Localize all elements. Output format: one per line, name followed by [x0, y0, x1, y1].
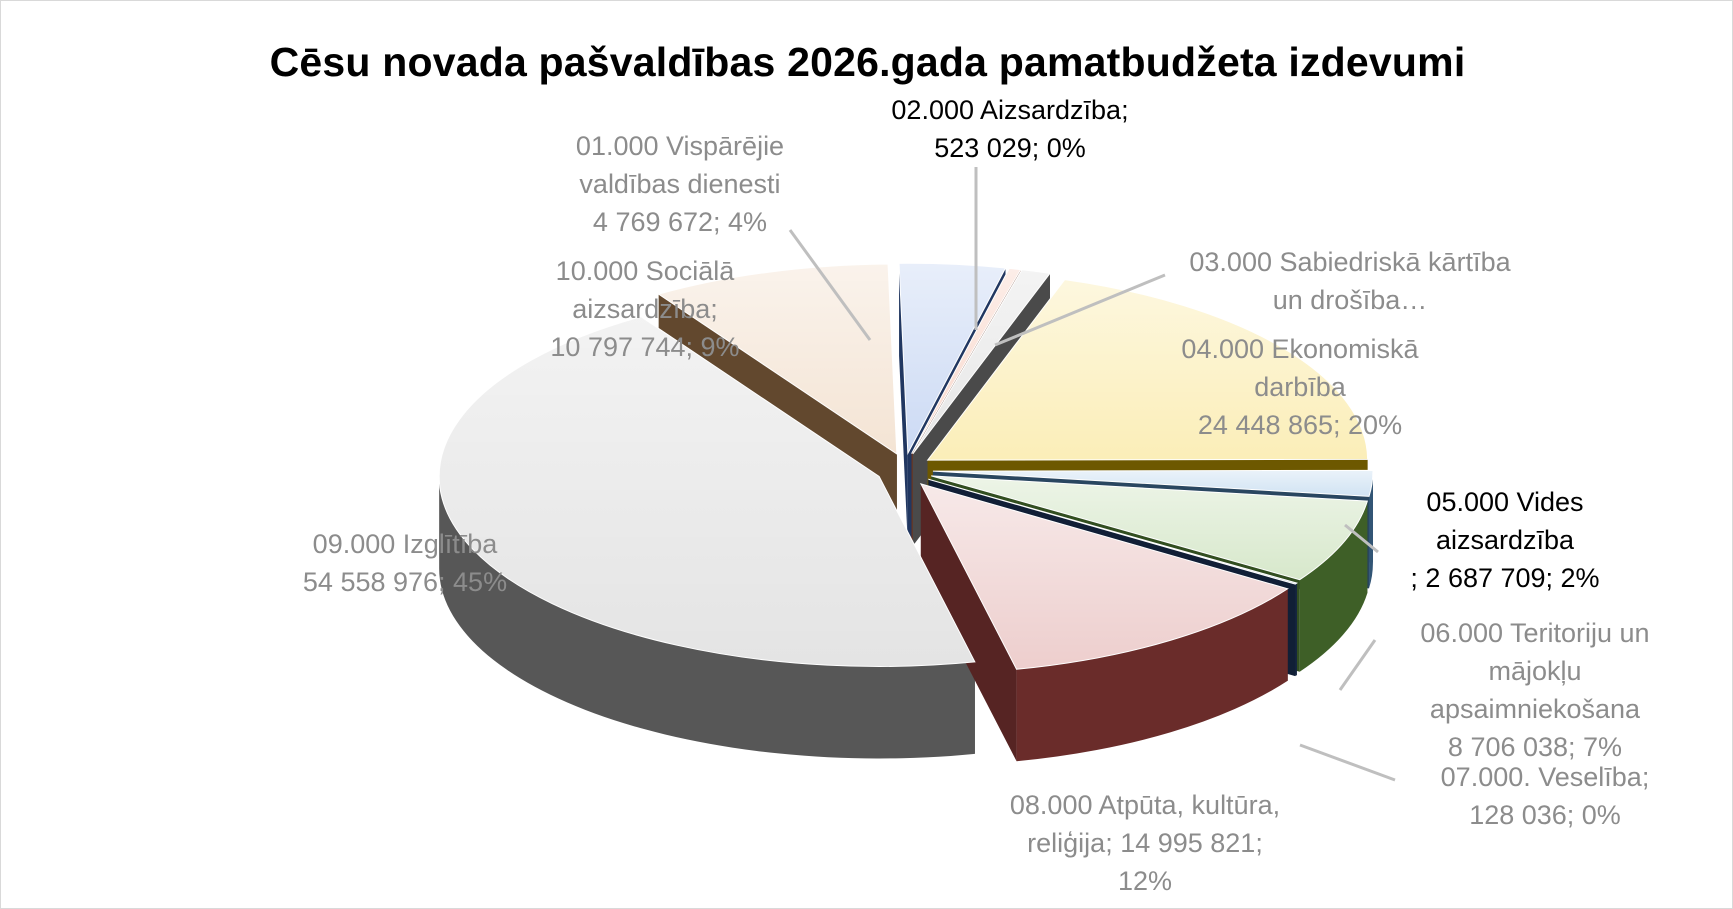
data-label-line: 08.000 Atpūta, kultūra, [1009, 790, 1281, 820]
slice-highlight-04.000 [927, 279, 1368, 461]
slice-side-08.000 [1016, 588, 1288, 762]
slice-highlight-09.000 [439, 316, 975, 667]
slice-side-06.000 [1299, 501, 1368, 672]
data-label-08.000: 08.000 Atpūta, kultūra, reliģija; 14 995 … [970, 786, 1320, 900]
data-label-07.000: 07.000. Veselība; 128 036; 0% [1400, 758, 1690, 834]
slice-highlight-10.000 [658, 263, 897, 454]
data-label-line: reliģija; 14 995 821; [1027, 828, 1263, 858]
data-label-line: apsaimniekošana [1429, 694, 1641, 724]
leader-line-05.000 [1344, 523, 1379, 554]
data-label-line: 128 036; 0% [1469, 800, 1621, 830]
data-label-line: 06.000 Teritoriju un [1420, 618, 1650, 648]
leader-line-07.000 [1299, 743, 1396, 782]
data-label-05.000: 05.000 Vides aizsardzība ; 2 687 709; 2% [1385, 483, 1625, 597]
data-label-line: mājokļu [1488, 656, 1582, 686]
data-label-line: 12% [1117, 866, 1173, 896]
data-label-09.000: 09.000 Izglītība 54 558 976; 45% [280, 525, 530, 601]
data-label-06.000: 06.000 Teritoriju un mājokļu apsaimniekoša… [1380, 614, 1690, 766]
slice-highlight-06.000 [931, 475, 1368, 580]
data-label-line: 8 706 038; 7% [1447, 732, 1623, 762]
data-label-line: ; 2 687 709; 2% [1410, 563, 1600, 593]
data-label-line: darbība [1254, 372, 1346, 402]
data-label-line: 54 558 976; 45% [302, 567, 508, 597]
data-label-line: 10.000 Sociālā [555, 256, 735, 286]
leader-lines [788, 167, 1396, 782]
data-label-line: aizsardzība; [572, 294, 718, 324]
data-label-line: 07.000. Veselība; [1440, 762, 1650, 792]
slice-highlight-01.000 [899, 263, 1006, 454]
data-label-line: 05.000 Vides [1426, 487, 1584, 517]
slice-side-07.000 [1295, 583, 1297, 677]
slice-highlight-08.000 [920, 483, 1288, 670]
slice-wall-01.000 [899, 263, 908, 546]
slice-side-09.000 [439, 476, 975, 759]
chart-title: Cēsu novada pašvaldības 2026.gada pamatb… [269, 39, 1466, 85]
data-label-line: 10 797 744; 9% [550, 332, 740, 362]
data-label-line: 24 448 865; 20% [1197, 410, 1403, 440]
data-label-line: 02.000 Aizsardzība; [891, 95, 1129, 125]
data-label-04.000: 04.000 Ekonomiskā darbība 24 448 865; 20% [1150, 330, 1450, 444]
data-label-line: aizsardzība [1435, 525, 1575, 555]
data-label-02.000: 02.000 Aizsardzība; 523 029; 0% [880, 91, 1140, 167]
data-label-line: valdības dienesti [579, 169, 781, 199]
leader-line-01.000 [788, 229, 872, 341]
data-label-line: 03.000 Sabiedriskā kārtība [1189, 247, 1511, 277]
data-label-10.000: 10.000 Sociālā aizsardzība; 10 797 744; 9% [520, 252, 770, 366]
data-label-line: 09.000 Izglītība [312, 529, 498, 559]
data-label-line: un drošība… [1272, 285, 1428, 315]
leader-line-03.000 [994, 273, 1166, 347]
data-label-line: 4 769 672; 4% [592, 207, 768, 237]
slice-wall-08.000 [920, 483, 1017, 762]
slice-highlight-07.000 [928, 479, 1297, 585]
data-label-03.000: 03.000 Sabiedriskā kārtība un drošība… [1170, 243, 1530, 319]
slice-side-05.000 [1369, 471, 1373, 589]
data-label-line: 01.000 Vispārējie [575, 131, 785, 161]
data-label-line: 04.000 Ekonomiskā [1181, 334, 1419, 364]
data-label-01.000: 01.000 Vispārējie valdības dienesti 4 769 … [550, 127, 810, 241]
data-label-line: 523 029; 0% [934, 133, 1086, 163]
slice-highlight-05.000 [932, 470, 1373, 497]
slice-highlight-02.000 [911, 268, 1021, 454]
leader-line-06.000 [1338, 639, 1377, 691]
pie-tops [438, 262, 1374, 670]
slice-highlight-03.000 [912, 269, 1050, 454]
